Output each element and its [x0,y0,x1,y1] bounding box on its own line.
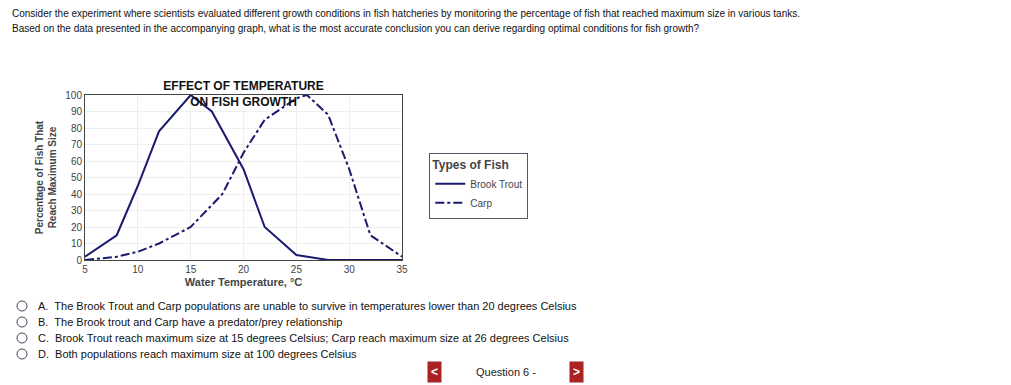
svg-text:10: 10 [71,238,83,249]
svg-text:10: 10 [132,264,144,275]
svg-text:D. Both populations reach max: D. Both populations reach maximum size a… [38,348,357,360]
svg-text:>: > [573,365,580,379]
svg-text:40: 40 [71,189,83,200]
svg-text:0: 0 [76,255,82,266]
svg-text:Percentage of Fish ThatReach M: Percentage of Fish ThatReach Maximum Siz… [34,120,58,234]
svg-text:30: 30 [344,264,356,275]
svg-text:Water Temperature, °C: Water Temperature, °C [185,276,303,288]
svg-text:C. Brook Trout reach maximum: C. Brook Trout reach maximum size at 15 … [38,332,569,344]
svg-text:90: 90 [71,106,83,117]
svg-text:Based on the data presented in: Based on the data presented in the accom… [12,23,700,34]
svg-text:B. The Brook trout and Carp h: B. The Brook trout and Carp have a preda… [38,316,342,328]
svg-text:15: 15 [185,264,197,275]
svg-text:<: < [431,365,438,379]
svg-text:Consider the experiment where: Consider the experiment where scientists… [12,8,800,19]
svg-text:20: 20 [71,222,83,233]
svg-text:80: 80 [71,123,83,134]
svg-text:Brook Trout: Brook Trout [470,179,522,190]
svg-text:Carp: Carp [470,198,492,209]
svg-text:EFFECT OF TEMPERATUREON FISH G: EFFECT OF TEMPERATUREON FISH GROWTH [163,79,323,109]
svg-text:20: 20 [238,264,250,275]
svg-text:Question 6 -: Question 6 - [476,366,536,378]
svg-text:Types of Fish: Types of Fish [432,158,508,172]
svg-text:60: 60 [71,156,83,167]
svg-text:5: 5 [82,264,88,275]
svg-text:70: 70 [71,139,83,150]
svg-text:100: 100 [65,90,82,101]
svg-text:50: 50 [71,172,83,183]
svg-text:25: 25 [291,264,303,275]
svg-text:A. The Brook Trout and Carp p: A. The Brook Trout and Carp populations … [38,300,577,312]
svg-text:35: 35 [397,264,409,275]
svg-text:30: 30 [71,205,83,216]
